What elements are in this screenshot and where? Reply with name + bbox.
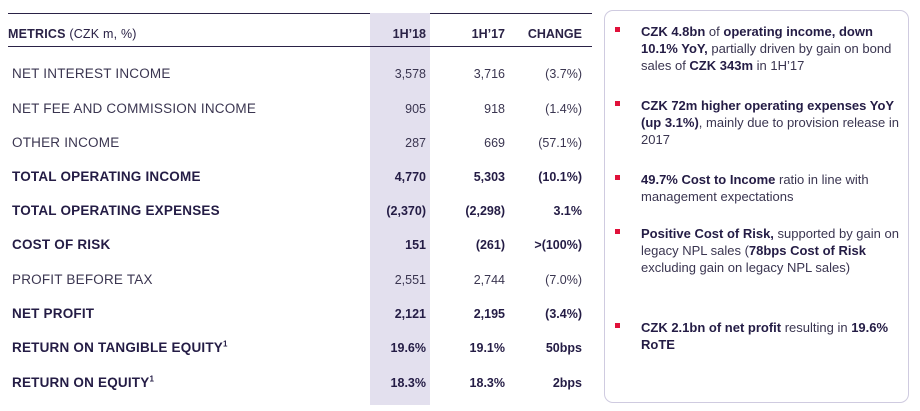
- value-change: (7.0%): [545, 273, 582, 287]
- table-row: RETURN ON EQUITY1 18.3% 18.3% 2bps: [0, 372, 596, 394]
- bullet-text: CZK 2.1bn of net profit resulting in 19.…: [641, 320, 889, 352]
- bullet-text: CZK 72m higher operating expenses YoY (u…: [641, 98, 899, 147]
- bullet-square-icon: [615, 229, 620, 234]
- table-row: NET PROFIT 2,121 2,195 (3.4%): [0, 303, 596, 325]
- header-1h18: 1H’18: [392, 27, 426, 41]
- value-1h18: 151: [405, 238, 426, 252]
- value-change: (3.4%): [545, 307, 582, 321]
- row-label: RETURN ON TANGIBLE EQUITY1: [12, 339, 228, 355]
- top-rule: [8, 13, 592, 14]
- value-1h18: 18.3%: [390, 376, 426, 390]
- header-1h17: 1H’17: [471, 27, 505, 41]
- header-rule: [8, 46, 592, 47]
- bullet-text: 49.7% Cost to Income ratio in line with …: [641, 172, 869, 204]
- table-row: RETURN ON TANGIBLE EQUITY1 19.6% 19.1% 50bp…: [0, 337, 596, 359]
- value-1h18: 2,551: [394, 273, 426, 287]
- row-label: RETURN ON EQUITY1: [12, 374, 155, 390]
- value-change: (10.1%): [538, 170, 582, 184]
- value-1h18: 2,121: [394, 307, 426, 321]
- value-1h17: 19.1%: [469, 341, 505, 355]
- value-change: (1.4%): [545, 102, 582, 116]
- value-1h17: 669: [484, 136, 505, 150]
- footnote-marker: 1: [149, 374, 155, 384]
- header-change: CHANGE: [527, 27, 582, 41]
- metrics-table: METRICS (CZK m, %) 1H’18 1H’17 CHANGE NE…: [0, 13, 596, 405]
- header-unit: (CZK m, %): [69, 27, 137, 41]
- bullet-square-icon: [615, 101, 620, 106]
- value-change: (3.7%): [545, 67, 582, 81]
- value-1h17: 918: [484, 102, 505, 116]
- bullet-square-icon: [615, 27, 620, 32]
- value-change: 3.1%: [553, 204, 583, 218]
- value-1h17: 3,716: [473, 67, 505, 81]
- value-1h17: 2,744: [473, 273, 505, 287]
- row-label: OTHER INCOME: [12, 135, 120, 150]
- value-change: 2bps: [552, 376, 582, 390]
- row-label: NET PROFIT: [12, 306, 95, 321]
- table-row: COST OF RISK 151 (261) >(100%): [0, 234, 596, 256]
- table-row: OTHER INCOME 287 669 (57.1%): [0, 132, 596, 154]
- bullet-text: CZK 4.8bn of operating income, down 10.1…: [641, 24, 892, 73]
- value-change: >(100%): [534, 238, 582, 252]
- value-1h17: (261): [475, 238, 505, 252]
- row-label: COST OF RISK: [12, 237, 111, 252]
- value-1h18: 905: [405, 102, 426, 116]
- bullet-text: Positive Cost of Risk, supported by gain…: [641, 226, 899, 275]
- value-1h17: (2,298): [465, 204, 505, 218]
- value-1h18: (2,370): [386, 204, 426, 218]
- table-row: TOTAL OPERATING INCOME 4,770 5,303 (10.1%): [0, 166, 596, 188]
- table-header: METRICS (CZK m, %) 1H’18 1H’17 CHANGE: [0, 23, 596, 45]
- value-1h17: 5,303: [473, 170, 505, 184]
- bullet-square-icon: [615, 323, 620, 328]
- row-label: NET INTEREST INCOME: [12, 66, 171, 81]
- value-1h18: 287: [405, 136, 426, 150]
- highlight-column-1h18: [370, 13, 430, 405]
- row-label: TOTAL OPERATING EXPENSES: [12, 203, 220, 218]
- value-1h18: 3,578: [394, 67, 426, 81]
- value-change: (57.1%): [538, 136, 582, 150]
- value-change: 50bps: [545, 341, 582, 355]
- row-label: PROFIT BEFORE TAX: [12, 272, 153, 287]
- value-1h18: 19.6%: [390, 341, 426, 355]
- row-label: TOTAL OPERATING INCOME: [12, 169, 201, 184]
- bullet-square-icon: [615, 175, 620, 180]
- value-1h17: 18.3%: [469, 376, 505, 390]
- value-1h18: 4,770: [394, 170, 426, 184]
- value-1h17: 2,195: [473, 307, 505, 321]
- row-label: NET FEE AND COMMISSION INCOME: [12, 101, 257, 116]
- table-row: NET INTEREST INCOME 3,578 3,716 (3.7%): [0, 63, 596, 85]
- header-metrics: METRICS (CZK m, %): [8, 27, 137, 41]
- footnote-marker: 1: [223, 339, 228, 349]
- table-row: NET FEE AND COMMISSION INCOME 905 918 (1.4%…: [0, 98, 596, 120]
- table-row: PROFIT BEFORE TAX 2,551 2,744 (7.0%): [0, 269, 596, 291]
- table-row: TOTAL OPERATING EXPENSES (2,370) (2,298) 3.…: [0, 200, 596, 222]
- highlights-panel: CZK 4.8bn of operating income, down 10.1…: [604, 10, 909, 403]
